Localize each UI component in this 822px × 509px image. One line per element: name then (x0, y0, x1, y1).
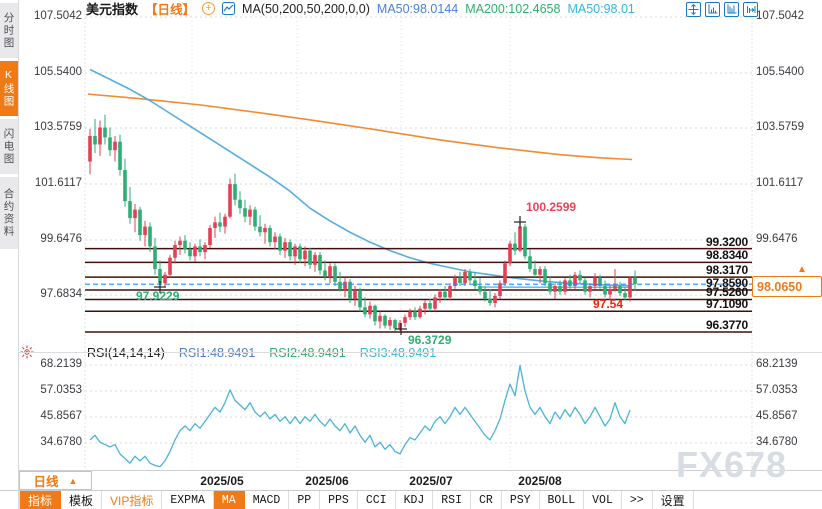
toolbar-button-psy[interactable]: PSY (502, 491, 540, 509)
price-axis-label-left: 97.6834 (40, 288, 82, 300)
x-axis-month-label: 2025/07 (409, 474, 453, 488)
rsi-axis-label-left: 34.6780 (40, 436, 82, 448)
toolbar-button-rsi[interactable]: RSI (433, 491, 471, 509)
price-annotation: 97.9229 (136, 289, 180, 303)
rsi1-value: RSI1:48.9491 (178, 346, 256, 360)
circle-plus-icon[interactable]: + (202, 2, 216, 15)
rsi-axis-label-left: 68.2139 (40, 358, 82, 370)
toolbar-button-kdj[interactable]: KDJ (396, 491, 434, 509)
price-axis-label-left: 105.5400 (34, 66, 82, 78)
price-annotation: 96.3729 (408, 333, 452, 347)
toolbar-button-expma[interactable]: EXPMA (162, 491, 214, 509)
rsi-axis-label-right: 34.6780 (756, 436, 798, 448)
price-axis-label-right: 103.5759 (756, 121, 804, 133)
page-forward-icon[interactable] (743, 2, 758, 17)
rsi-settings-label: RSI(14,14,14) (87, 346, 165, 360)
toolbar-button-[interactable]: 模板 (61, 491, 103, 509)
price-axis-label-left: 103.5759 (34, 121, 82, 133)
rsi-axis-label-left: 57.0353 (40, 384, 82, 396)
rsi2-value: RSI2:48.9491 (269, 346, 346, 360)
crosshair-move-icon[interactable] (686, 2, 701, 17)
sidebar-tab-2[interactable]: K线图 (0, 61, 18, 116)
toolbar-button-vip[interactable]: VIP指标 (102, 491, 163, 509)
level-price-label: 98.3170 (706, 263, 748, 278)
toolbar-button-pp[interactable]: PP (289, 491, 321, 509)
x-axis-month-label: 2025/06 (305, 474, 349, 488)
level-price-label: 96.3770 (706, 317, 748, 332)
toolbar-button-[interactable]: 指标 (19, 491, 62, 509)
level-price-label: 99.3200 (706, 234, 748, 249)
current-price-badge: 98.0650 (752, 276, 822, 297)
level-price-label: 97.1090 (706, 297, 748, 312)
toolbar-button-boll[interactable]: BOLL (540, 491, 585, 509)
toolbar-button-[interactable]: >> (622, 491, 653, 509)
toolbar-button-cci[interactable]: CCI (358, 491, 396, 509)
toolbar-button-ma[interactable]: MA (213, 491, 245, 509)
rsi-axis-label-right: 68.2139 (756, 358, 798, 370)
toolbar-button-cr[interactable]: CR (471, 491, 502, 509)
indicator-toolbar: 指标 模板 VIP指标 EXPMA MA MACD PP PPS CCI KDJ RSI CR PSY B… (19, 491, 694, 509)
x-axis-month-label: 2025/08 (518, 474, 562, 488)
chevron-up-icon: ▲ (68, 475, 78, 486)
price-annotation: 97.54 (593, 297, 624, 311)
rsi-axis-label-left: 45.8567 (40, 410, 82, 422)
level-price-label: 97.8590 (706, 276, 748, 291)
symbol-title: 美元指数 (86, 2, 139, 17)
chart-header: 美元指数 【日线】 + MA(50,200,50,200,0,0) MA50:9… (86, 1, 635, 18)
price-axis-label-left: 101.6117 (34, 177, 82, 189)
rsi3-value: RSI3:48.9491 (359, 346, 437, 360)
rsi-axis-label-right: 57.0353 (756, 384, 798, 396)
toolbar-button-[interactable]: 设置 (653, 491, 694, 509)
fx678-watermark: FX678 (676, 444, 788, 485)
ma200-value: MA200:102.4658 (465, 1, 561, 16)
chart-toolbox (686, 2, 758, 17)
price-axis-label-right: 101.6117 (756, 177, 804, 189)
axis-row-divider (19, 470, 822, 471)
rsi-axis-label-right: 45.8567 (756, 410, 798, 422)
sidebar-tab-3[interactable]: 闪电图 (0, 119, 18, 174)
ma-settings-label: MA(50,200,50,200,0,0) (242, 1, 370, 16)
toolbar-button-vol[interactable]: VOL (584, 491, 622, 509)
x-axis-month-label: 2025/05 (200, 474, 244, 488)
price-axis-label-right: 99.6476 (756, 233, 798, 245)
price-axis-label-right: 107.5042 (756, 10, 804, 22)
expand-chart-icon[interactable] (724, 2, 739, 17)
price-axis-label-left: 107.5042 (34, 10, 82, 22)
compress-chart-icon[interactable] (705, 2, 720, 17)
sidebar-tab-4[interactable]: 合约资料 (0, 177, 18, 249)
toolbar-divider (0, 490, 822, 491)
chart-type-sidebar: 分时图 K线图闪电图合约资料 (0, 0, 19, 509)
rsi-header: RSI(14,14,14) RSI1:48.9491 RSI2:48.9491 … (87, 346, 436, 360)
level-price-label: 97.5260 (706, 285, 748, 300)
period-tag: 【日线】 (145, 3, 196, 17)
ma50-secondary-value: MA50:98.01 (567, 1, 635, 16)
period-selector[interactable]: 日线 ▲ (19, 471, 92, 490)
panel-divider (19, 352, 822, 353)
toolbar-button-macd[interactable]: MACD (245, 491, 290, 509)
ma50-value: MA50:98.0144 (376, 1, 459, 16)
price-axis-label-left: 99.6476 (40, 233, 82, 245)
toolbar-button-pps[interactable]: PPS (320, 491, 358, 509)
period-selector-label: 日线 (33, 475, 59, 489)
price-axis-label-right: 105.5400 (756, 66, 804, 78)
level-price-label: 98.8340 (706, 248, 748, 263)
price-annotation: 100.2599 (526, 200, 577, 214)
price-badge-arrow-icon: ▲ (797, 264, 807, 275)
sidebar-tab-1[interactable]: 分时图 (0, 3, 18, 58)
mini-chart-icon[interactable] (222, 2, 236, 15)
